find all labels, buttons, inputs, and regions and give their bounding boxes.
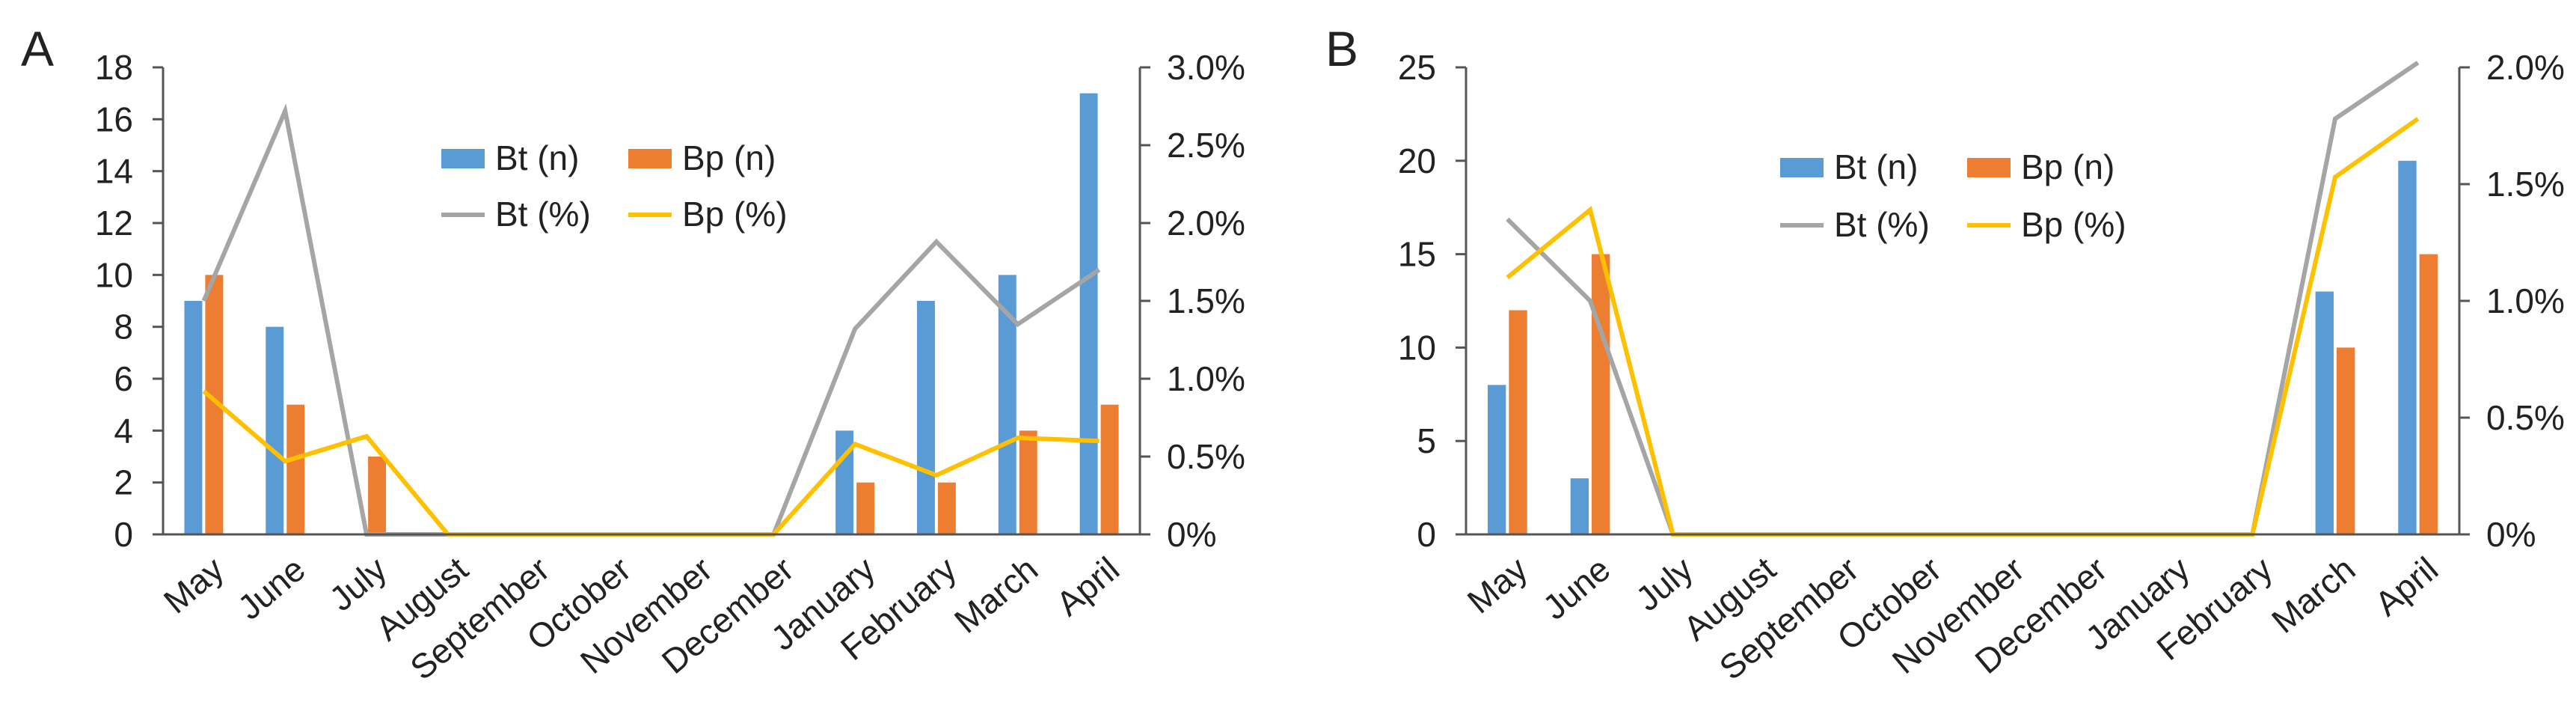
- y-right-tick-label: 1.5%: [2486, 165, 2565, 204]
- y-right-tick-label: 2.5%: [1167, 126, 1245, 165]
- y-left-tick-label: 6: [114, 359, 133, 398]
- y-left-tick-label: 10: [1398, 328, 1436, 367]
- line-bp-pct: [1506, 117, 2420, 537]
- y-left-tick-label: 0: [1417, 515, 1436, 554]
- x-tick-label: March: [947, 549, 1045, 641]
- y-left-tick-label: 8: [114, 308, 133, 347]
- legend-label: Bt (n): [1834, 147, 1918, 186]
- bar-bpn-june: [286, 404, 305, 534]
- x-tick-label: March: [2264, 549, 2362, 641]
- legend-label: Bt (n): [495, 138, 579, 177]
- panel-label: A: [21, 21, 54, 76]
- y-left-tick-label: 14: [95, 152, 133, 191]
- bar-btn-may: [1487, 385, 1506, 534]
- y-left-tick-label: 18: [95, 48, 133, 87]
- bar-btn-june: [266, 326, 284, 534]
- legend-label: Bp (n): [682, 138, 776, 177]
- y-right-tick-label: 2.0%: [1167, 204, 1245, 242]
- x-tick-label: June: [230, 549, 313, 627]
- y-right-tick-label: 2.0%: [2486, 48, 2565, 87]
- bar-bpn-june: [1592, 254, 1610, 534]
- y-right-tick-label: 0.5%: [1167, 437, 1245, 476]
- line-bp-pct: [202, 389, 1100, 537]
- legend-label: Bt (%): [495, 195, 591, 234]
- y-right-tick-label: 1.0%: [2486, 281, 2565, 320]
- bar-btn-june: [1570, 478, 1589, 534]
- legend-swatch: [441, 149, 485, 168]
- bar-bpn-april: [2419, 254, 2438, 534]
- y-left-tick-label: 10: [95, 255, 133, 294]
- legend-label: Bp (n): [2021, 147, 2115, 186]
- bar-bpn-march: [1019, 430, 1037, 534]
- y-left-tick-label: 2: [114, 463, 133, 502]
- y-right-tick-label: 1.5%: [1167, 281, 1245, 320]
- y-left-tick-label: 0: [114, 515, 133, 554]
- bar-btn-march: [2315, 291, 2334, 534]
- y-left-tick-label: 12: [95, 204, 133, 242]
- y-right-tick-label: 0.5%: [2486, 398, 2565, 437]
- legend-label: Bp (%): [682, 195, 788, 234]
- y-left-tick-label: 25: [1398, 48, 1436, 87]
- legend-swatch: [628, 149, 672, 168]
- legend-label: Bt (%): [1834, 205, 1930, 244]
- legend-swatch: [1967, 158, 2011, 177]
- chart-panel-a: A 0 2 4 6 8 10 12 14 16 18 0% 0.5% 1.0% 1.5% 2.0% 2.5% 3.…: [21, 21, 1245, 687]
- y-left-tick-label: 15: [1398, 235, 1436, 274]
- x-tick-label: June: [1536, 549, 1618, 627]
- x-tick-label: April: [1049, 549, 1126, 623]
- bar-btn-april: [1079, 93, 1098, 534]
- y-left-tick-label: 16: [95, 100, 133, 138]
- line-bt-pct: [201, 103, 1101, 537]
- legend-label: Bp (%): [2021, 205, 2126, 244]
- bar-bpn-may: [205, 275, 224, 534]
- y-left-tick-label: 4: [114, 411, 133, 450]
- legend: Bt (n) Bp (n) Bt (%) Bp (%): [441, 138, 788, 234]
- line-bt-pct: [1506, 61, 2420, 537]
- x-tick-label: May: [156, 549, 231, 621]
- panel-label: B: [1325, 21, 1358, 76]
- bar-bpn-february: [937, 482, 956, 534]
- y-left-tick-label: 20: [1398, 141, 1436, 180]
- bar-btn-march: [998, 275, 1016, 534]
- bar-bpn-march: [2337, 347, 2355, 534]
- y-right-tick-label: 3.0%: [1167, 48, 1245, 87]
- y-left-tick-label: 5: [1417, 421, 1436, 460]
- legend-swatch: [1780, 158, 1824, 177]
- bar-btn-may: [184, 301, 203, 534]
- legend: Bt (n) Bp (n) Bt (%) Bp (%): [1780, 147, 2126, 244]
- y-right-tick-label: 0%: [2486, 515, 2536, 554]
- x-tick-label: April: [2367, 549, 2445, 623]
- bar-bpn-july: [368, 457, 387, 534]
- x-tick-label: May: [1460, 549, 1535, 621]
- bar-btn-april: [2398, 160, 2417, 535]
- y-right-tick-label: 0%: [1167, 515, 1216, 554]
- bar-bpn-april: [1100, 404, 1119, 534]
- bar-btn-january: [835, 430, 854, 534]
- bar-bpn-may: [1509, 310, 1527, 534]
- bar-bpn-january: [856, 482, 875, 534]
- y-right-tick-label: 1.0%: [1167, 359, 1245, 398]
- bar-btn-february: [916, 301, 935, 534]
